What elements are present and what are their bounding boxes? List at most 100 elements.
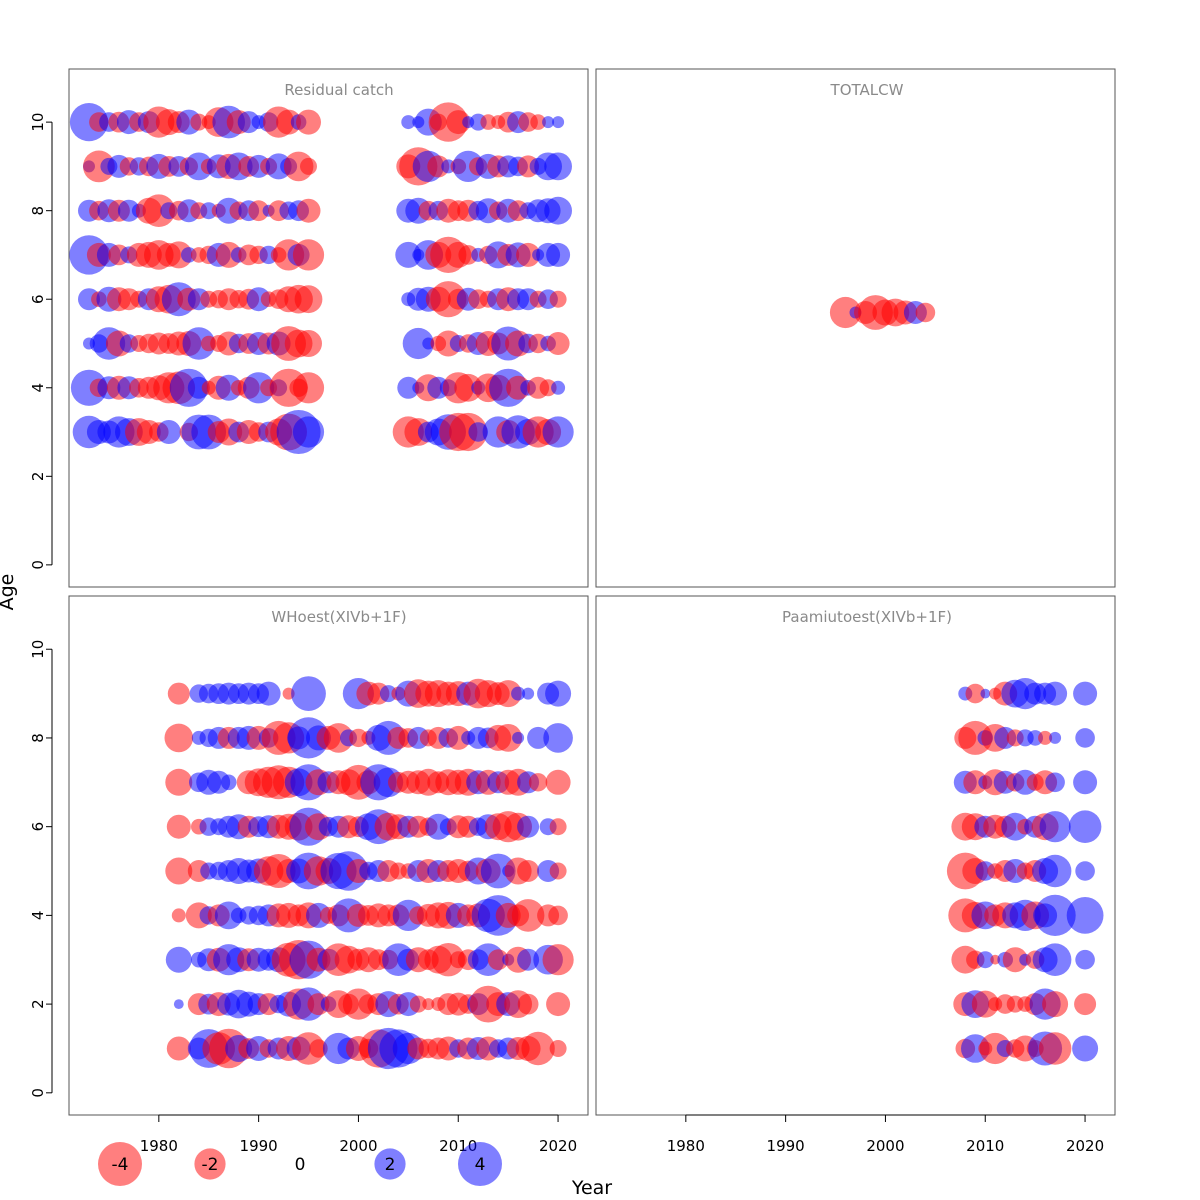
data-point	[187, 376, 210, 399]
y-tick-label: 8	[29, 733, 47, 743]
x-tick-label: 2000	[339, 1137, 377, 1155]
data-point	[546, 332, 570, 355]
data-point	[549, 1040, 567, 1057]
data-point	[182, 327, 216, 360]
y-tick-label: 2	[29, 472, 47, 482]
legend-bubble	[98, 1142, 142, 1186]
data-point	[296, 198, 321, 223]
bubble-layer	[69, 102, 1104, 1070]
data-point	[200, 202, 218, 220]
data-point	[1066, 897, 1104, 934]
data-point	[548, 905, 568, 926]
data-point	[171, 908, 186, 923]
data-point	[402, 327, 434, 360]
y-tick-label: 4	[29, 911, 47, 921]
data-point	[446, 725, 471, 750]
data-point	[976, 951, 994, 969]
y-tick-label: 8	[29, 206, 47, 216]
legend-bubble	[374, 1148, 406, 1180]
data-point	[1027, 730, 1043, 746]
data-point	[512, 731, 525, 744]
data-point	[1002, 947, 1028, 973]
y-tick-label: 6	[29, 294, 47, 304]
data-point	[494, 724, 523, 752]
data-point	[1074, 993, 1097, 1016]
data-point	[397, 376, 420, 399]
data-point	[291, 676, 326, 711]
data-point	[156, 420, 181, 444]
data-point	[528, 773, 548, 792]
data-point	[544, 196, 572, 225]
legend-label: 0	[295, 1155, 306, 1175]
data-point	[349, 728, 368, 748]
x-tick-label: 1990	[767, 1137, 805, 1155]
data-point	[829, 296, 862, 329]
y-tick-label: 0	[29, 560, 47, 570]
data-point	[546, 992, 571, 1017]
panel-1-title: Residual catch	[284, 81, 393, 99]
data-point	[117, 199, 140, 222]
data-point	[542, 944, 574, 976]
data-point	[300, 157, 317, 175]
data-point	[965, 683, 986, 704]
data-point	[546, 242, 571, 267]
x-tick-label: 2000	[866, 1137, 904, 1155]
data-point	[1042, 991, 1069, 1018]
data-point	[517, 860, 540, 882]
data-point	[395, 241, 422, 268]
data-point	[1049, 731, 1062, 744]
data-point	[1073, 770, 1098, 795]
x-tick-label: 2020	[1066, 1137, 1104, 1155]
panel-2-title: TOTALCW	[830, 81, 904, 99]
data-point	[309, 1039, 328, 1058]
data-point	[1075, 949, 1095, 970]
y-tick-label: 2	[29, 999, 47, 1009]
data-point	[530, 114, 546, 130]
data-point	[167, 682, 190, 705]
data-point	[164, 723, 194, 753]
data-point	[545, 769, 571, 795]
panel-2-frame	[595, 68, 1116, 588]
data-point	[549, 862, 567, 880]
y-tick-label: 10	[29, 640, 47, 659]
data-point	[511, 899, 545, 932]
data-point	[422, 998, 435, 1011]
data-point	[165, 946, 192, 973]
data-point	[971, 990, 999, 1018]
data-point	[552, 116, 565, 129]
x-tick-label: 1980	[140, 1137, 178, 1155]
data-point	[1075, 861, 1095, 881]
data-point	[551, 380, 566, 395]
data-point	[292, 239, 325, 271]
data-point	[527, 726, 550, 749]
data-point	[549, 290, 567, 308]
data-point	[454, 373, 483, 402]
data-point	[292, 372, 325, 404]
data-point	[958, 720, 993, 755]
data-point	[1073, 681, 1098, 706]
data-point	[487, 949, 509, 971]
data-point	[1075, 728, 1095, 748]
y-tick-label: 6	[29, 822, 47, 832]
data-point	[1068, 810, 1102, 843]
data-point	[296, 109, 321, 135]
data-point	[409, 995, 427, 1013]
data-point	[980, 688, 991, 699]
data-point	[248, 200, 269, 222]
data-point	[1038, 1032, 1072, 1065]
x-axis-title: Year	[571, 1177, 612, 1199]
data-point	[166, 1036, 191, 1061]
data-point	[379, 685, 397, 703]
data-point	[237, 111, 260, 134]
data-point	[431, 943, 465, 977]
data-point	[544, 152, 572, 181]
data-point	[549, 818, 567, 836]
data-point	[220, 774, 237, 791]
y-tick-label: 0	[29, 1088, 47, 1098]
data-point	[1038, 730, 1053, 745]
legend-bubble	[194, 1148, 226, 1180]
data-point	[468, 422, 489, 442]
data-point	[517, 948, 540, 971]
